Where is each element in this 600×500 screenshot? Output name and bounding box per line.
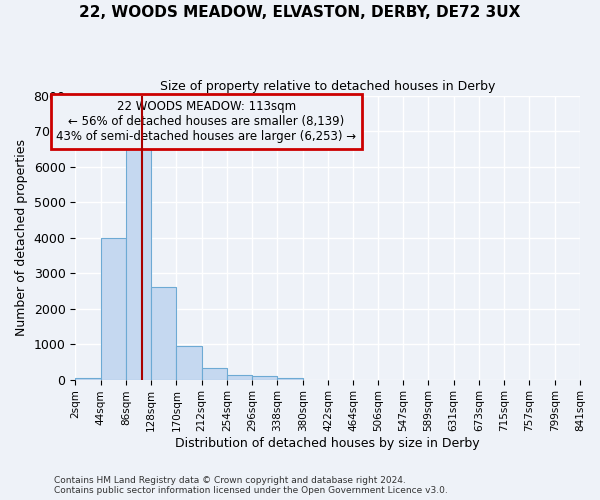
Bar [75, 378, 101, 380]
Text: 22 WOODS MEADOW: 113sqm
← 56% of detached houses are smaller (8,139)
43% of semi: 22 WOODS MEADOW: 113sqm ← 56% of detache… [56, 100, 356, 143]
Text: 22, WOODS MEADOW, ELVASTON, DERBY, DE72 3UX: 22, WOODS MEADOW, ELVASTON, DERBY, DE72 … [79, 5, 521, 20]
Bar [126, 146, 151, 380]
Bar [252, 376, 277, 380]
Bar [176, 346, 202, 380]
Title: Size of property relative to detached houses in Derby: Size of property relative to detached ho… [160, 80, 496, 93]
Y-axis label: Number of detached properties: Number of detached properties [15, 139, 28, 336]
Text: Contains HM Land Registry data © Crown copyright and database right 2024.
Contai: Contains HM Land Registry data © Crown c… [54, 476, 448, 495]
X-axis label: Distribution of detached houses by size in Derby: Distribution of detached houses by size … [175, 437, 480, 450]
Bar [151, 288, 176, 380]
Bar [202, 368, 227, 380]
Bar [101, 238, 126, 380]
Bar [227, 376, 252, 380]
Bar [277, 378, 302, 380]
